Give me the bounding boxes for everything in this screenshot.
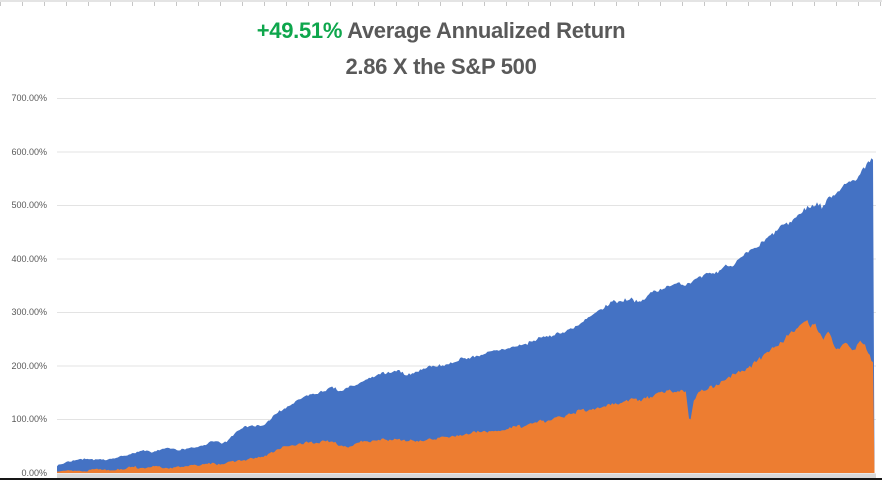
y-tick-label: 200.00% — [11, 360, 47, 371]
y-tick-label: 400.00% — [11, 253, 47, 264]
chart-title: +49.51% Average Annualized Return 2.86 X … — [0, 13, 882, 85]
y-axis-tick-labels: 0.00% 100.00% 200.00% 300.00% 400.00% 500.00%… — [0, 0, 47, 484]
y-tick-label: 500.00% — [11, 200, 47, 211]
y-tick-label: 100.00% — [11, 414, 47, 424]
return-percentage-highlight: +49.51% — [256, 18, 343, 43]
window-bottom-edge — [0, 478, 882, 481]
y-tick-label: 0.00% — [21, 467, 47, 478]
y-tick-label: 300.00% — [11, 307, 47, 318]
x-axis-band — [57, 473, 876, 479]
top-ruler-strip — [0, 0, 882, 6]
chart-title-line2: 2.86 X the S&P 500 — [345, 54, 537, 79]
chart-title-line1: +49.51% Average Annualized Return — [0, 13, 882, 49]
series-orange-area — [57, 320, 875, 473]
y-tick-label: 600.00% — [11, 146, 47, 157]
chart-title-line1-text: Average Annualized Return — [342, 18, 626, 43]
y-tick-label: 700.00% — [11, 93, 47, 104]
